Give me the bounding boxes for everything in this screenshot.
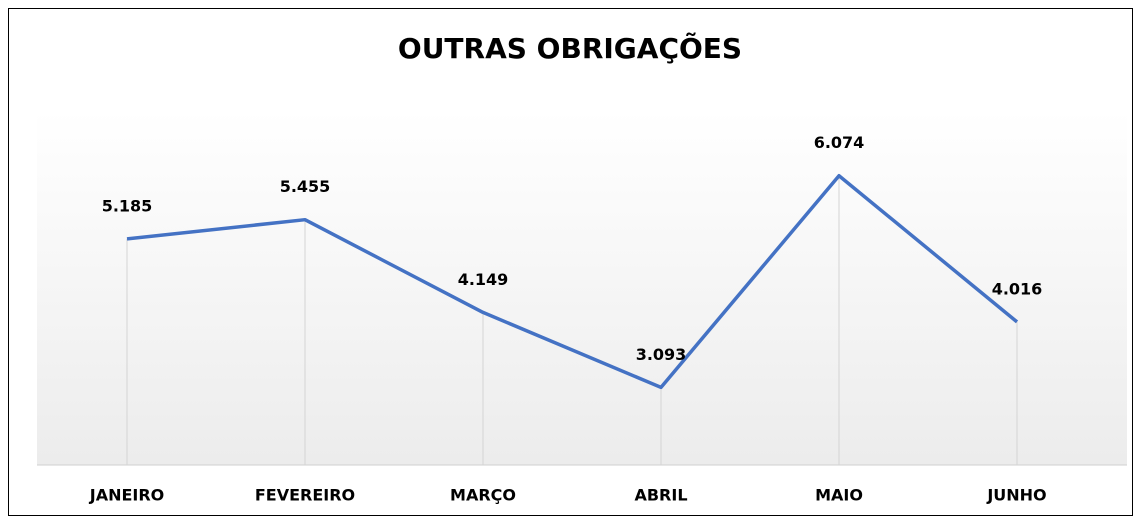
data-label: 5.185 — [102, 196, 153, 215]
x-tick-label: FEVEREIRO — [255, 486, 355, 505]
data-label: 3.093 — [636, 345, 687, 364]
data-label: 5.455 — [280, 177, 331, 196]
data-label: 4.016 — [992, 279, 1043, 298]
x-tick-label: MAIO — [815, 486, 863, 505]
plot-area — [37, 110, 1127, 465]
x-tick-label: MARÇO — [450, 486, 516, 505]
data-label: 4.149 — [458, 270, 509, 289]
x-tick-label: JUNHO — [986, 486, 1046, 505]
chart-title: OUTRAS OBRIGAÇÕES — [398, 31, 742, 65]
x-tick-label: JANEIRO — [89, 486, 165, 505]
data-label: 6.074 — [814, 133, 865, 152]
data-line — [126, 173, 1019, 390]
x-tick-label: ABRIL — [634, 486, 687, 505]
